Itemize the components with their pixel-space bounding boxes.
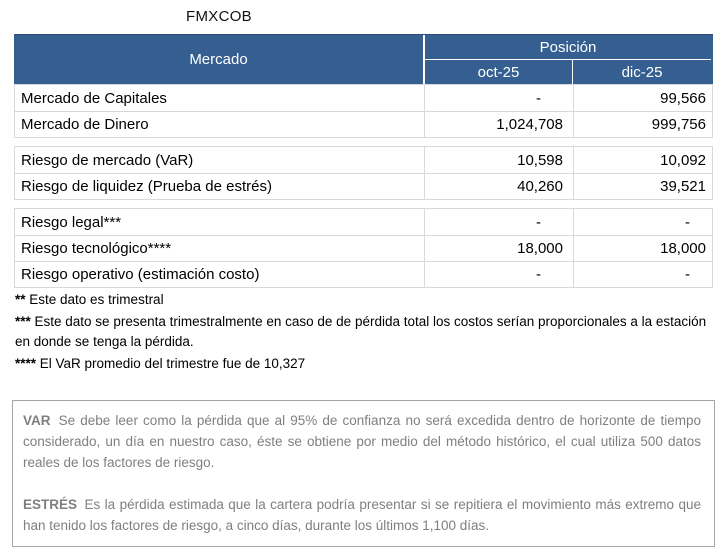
table-row: Riesgo de mercado (VaR) 10,598 10,092	[15, 147, 712, 173]
definitions-box: VAR Se debe leer como la pérdida que al …	[12, 400, 715, 547]
column-header-posicion: Posición	[425, 35, 711, 60]
footnote: *** Este dato se presenta trimestralment…	[15, 312, 715, 352]
page-title: FMXCOB	[186, 8, 252, 25]
posicion-header-group: Posición oct-25 dic-25	[425, 35, 711, 84]
posicion-subheaders: oct-25 dic-25	[425, 60, 711, 84]
section-spacer	[14, 138, 713, 146]
value-dic-25: 18,000	[660, 240, 706, 257]
table-row: Riesgo operativo (estimación costo) - -	[15, 261, 712, 287]
footnote-marker: ****	[15, 356, 40, 371]
value-dic-25: 39,521	[660, 178, 706, 195]
positions-table: Mercado Posición oct-25 dic-25 Mercado d…	[14, 34, 713, 288]
footnote-marker: ***	[15, 314, 35, 329]
table-section: Riesgo de mercado (VaR) 10,598 10,092 Riesg…	[14, 146, 713, 200]
value-oct-25: 40,260	[425, 174, 574, 199]
value-oct-25: -	[425, 85, 574, 111]
table-body: Mercado de Capitales -99,566 Mercado de Di…	[14, 84, 713, 288]
value-dic-25: 10,092	[660, 151, 706, 169]
footnote-text: El VaR promedio del trimestre fue de 10,…	[39, 356, 306, 371]
row-label: Mercado de Capitales	[15, 85, 425, 111]
definition-text: Se debe leer como la pérdida que al 95% …	[23, 413, 701, 470]
definition-paragraph: VAR Se debe leer como la pérdida que al …	[23, 410, 701, 473]
table-row: Riesgo legal*** - -	[15, 209, 712, 235]
value-oct-25: 10,598	[425, 147, 574, 173]
value-dic-25: 999,756	[651, 116, 706, 133]
table-section: Mercado de Capitales - 99,566 Mercado de Di…	[14, 84, 713, 138]
footnote: ** Este dato es trimestral	[15, 290, 715, 310]
footnotes: ** Este dato es trimestral *** Este dato …	[15, 290, 715, 376]
row-label: Riesgo legal***	[15, 209, 425, 235]
row-label: Riesgo de liquidez (Prueba de estrés)	[15, 174, 425, 199]
definition-term: ESTRÉS	[23, 497, 78, 512]
definition-paragraph: ESTRÉS Es la pérdida estimada que la car…	[23, 494, 701, 536]
table-row: Riesgo tecnológico**** 18,000 18,000	[15, 235, 712, 261]
table-row: Mercado de Capitales - 99,566	[15, 85, 712, 111]
value-dic-25: -	[685, 266, 690, 283]
column-header-mercado: Mercado	[14, 35, 425, 84]
table-section: Riesgo legal*** - - Riesgo tecnológico**** 1…	[14, 208, 713, 288]
row-label: Riesgo de mercado (VaR)	[15, 147, 425, 173]
definition-text: Es la pérdida estimada que la cartera po…	[23, 497, 701, 533]
table-header: Mercado Posición oct-25 dic-25	[14, 34, 713, 84]
definition-term: VAR	[23, 413, 51, 428]
value-oct-25: -	[425, 262, 574, 287]
value-dic-25: 99,566	[660, 89, 706, 107]
value-oct-25: 1,024,708	[425, 112, 574, 137]
value-oct-25: -	[425, 209, 574, 235]
value-oct-25: 18,000	[425, 236, 574, 261]
column-header-dic-25: dic-25	[621, 63, 663, 81]
row-label: Mercado de Dinero	[15, 112, 425, 137]
row-label: Riesgo operativo (estimación costo)	[15, 262, 425, 287]
footnote-text: Este dato se presenta trimestralmente en…	[15, 314, 707, 349]
table-row: Riesgo de liquidez (Prueba de estrés) 40,…	[15, 173, 712, 199]
column-header-oct-25: oct-25	[425, 60, 573, 84]
section-spacer	[14, 200, 713, 208]
footnote: **** El VaR promedio del trimestre fue d…	[15, 354, 715, 374]
row-label: Riesgo tecnológico****	[15, 236, 425, 261]
value-dic-25: -	[685, 213, 690, 231]
table-row: Mercado de Dinero 1,024,708 999,756	[15, 111, 712, 137]
footnote-text: Este dato es trimestral	[29, 292, 164, 307]
footnote-marker: **	[15, 292, 30, 307]
